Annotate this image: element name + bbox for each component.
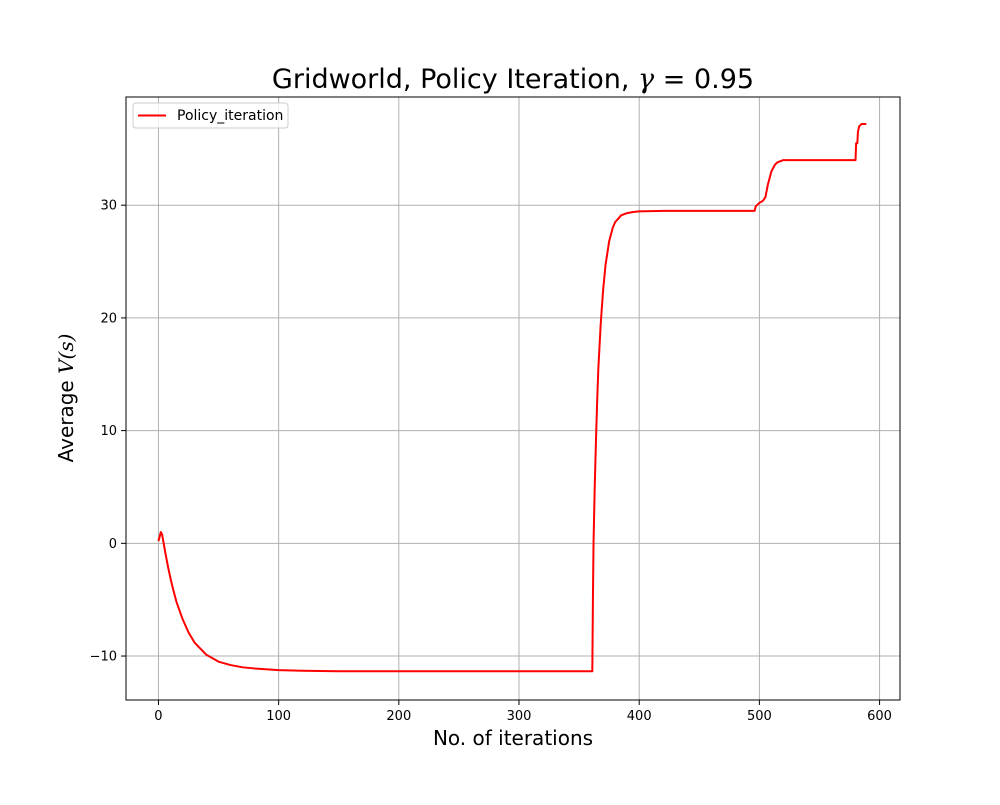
y-tick-label: 10 (100, 424, 117, 439)
series-line-policy-iteration (157, 123, 867, 673)
x-axis-label: No. of iterations (433, 726, 593, 750)
x-tick-label: 0 (154, 709, 162, 724)
x-tick-label: 500 (747, 709, 772, 724)
y-gridlines (126, 204, 900, 657)
x-gridlines (157, 97, 881, 700)
y-tick-label: −10 (90, 650, 117, 665)
x-axis-ticks: 0 100 200 300 400 500 600 (154, 700, 892, 724)
y-axis-label: Average V(s) (54, 334, 78, 463)
legend-box (132, 102, 289, 129)
x-tick-label: 300 (507, 709, 532, 724)
chart-title: Gridworld, Policy Iteration, γ = 0.95 (272, 64, 754, 95)
y-tick-label: 0 (109, 537, 117, 552)
legend-label: Policy_iteration (177, 108, 283, 124)
x-tick-label: 600 (867, 709, 892, 724)
x-tick-label: 100 (266, 709, 291, 724)
y-tick-label: 20 (100, 311, 117, 326)
y-tick-label: 30 (100, 199, 117, 214)
x-tick-label: 400 (627, 709, 652, 724)
plot-area-frame (125, 96, 901, 701)
legend: Policy_iteration (132, 102, 289, 129)
x-tick-label: 200 (386, 709, 411, 724)
y-axis-ticks: −10 0 10 20 30 (90, 199, 126, 665)
